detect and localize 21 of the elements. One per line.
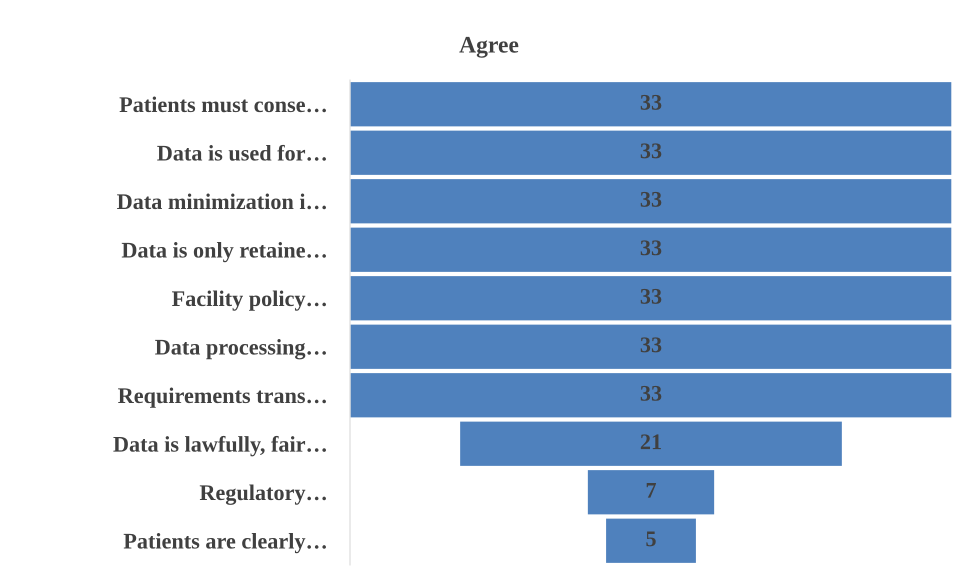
category-label: Data minimization i… [117,194,326,210]
category-label: Regulatory… [200,484,326,505]
data-label: 33 [640,143,662,158]
data-label: 33 [640,386,662,401]
category-label: Facility policy… [172,290,326,311]
data-label: 33 [640,288,662,304]
category-label: Requirements trans… [118,388,326,408]
category-label: Data processing… [155,339,326,360]
data-label: 7 [646,483,656,498]
category-label: Data is lawfully, fair… [113,436,326,456]
data-label: 33 [640,240,662,256]
data-label: 21 [640,434,661,450]
data-label: 5 [646,532,656,546]
data-label: 33 [640,337,662,352]
text: Agree [459,36,518,58]
category-label: Patients must conse… [120,96,326,112]
category-label: Data is only retaine… [122,242,326,262]
category-label: Data is used for… [157,144,326,161]
category-label: Patients are clearly… [124,533,326,554]
data-label: 33 [640,192,662,207]
data-label: 33 [640,94,662,110]
